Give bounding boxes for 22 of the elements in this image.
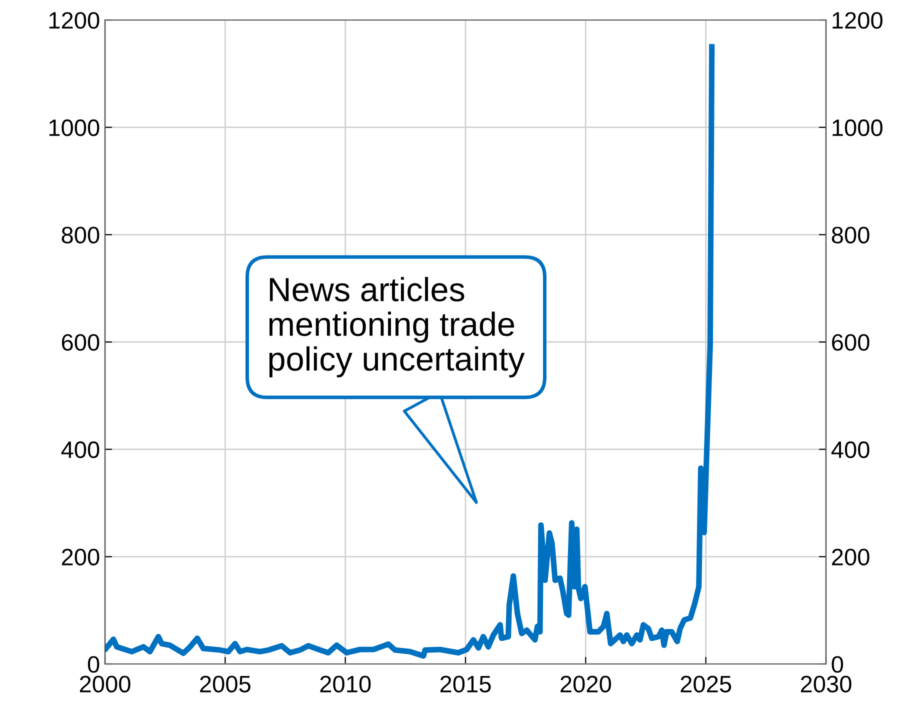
y-tick-label: 400 bbox=[61, 441, 100, 458]
y-tick-label: 200 bbox=[62, 548, 100, 566]
x-tick-label: 2020 bbox=[560, 676, 612, 692]
y-tick-label: 600 bbox=[62, 334, 100, 351]
y-tick-label: 1200 bbox=[49, 12, 100, 29]
y-tick-label: 800 bbox=[62, 226, 100, 244]
y2-tick-label: 1000 bbox=[832, 119, 882, 136]
y2-tick-label: 400 bbox=[831, 441, 870, 458]
y-tick-label: 1000 bbox=[49, 119, 100, 136]
x-tick-label: 2010 bbox=[320, 676, 371, 692]
y2-tick-label: 600 bbox=[832, 334, 870, 351]
x-tick-label: 2015 bbox=[440, 676, 491, 692]
x-tick-label: 2025 bbox=[680, 676, 732, 692]
y-tick-label: 0 bbox=[88, 656, 100, 673]
annotation: News articles mentioning trade policy uncertainty bbox=[269, 276, 525, 378]
y2-tick-label: 800 bbox=[832, 226, 870, 244]
y2-tick-label: 0 bbox=[832, 656, 844, 673]
x-tick-label: 2000 bbox=[80, 676, 130, 692]
x-tick-label: 2030 bbox=[800, 676, 852, 692]
y2-tick-label: 200 bbox=[832, 548, 870, 566]
x-tick-label: 2005 bbox=[200, 676, 250, 692]
y2-tick-label: 1200 bbox=[832, 12, 882, 29]
